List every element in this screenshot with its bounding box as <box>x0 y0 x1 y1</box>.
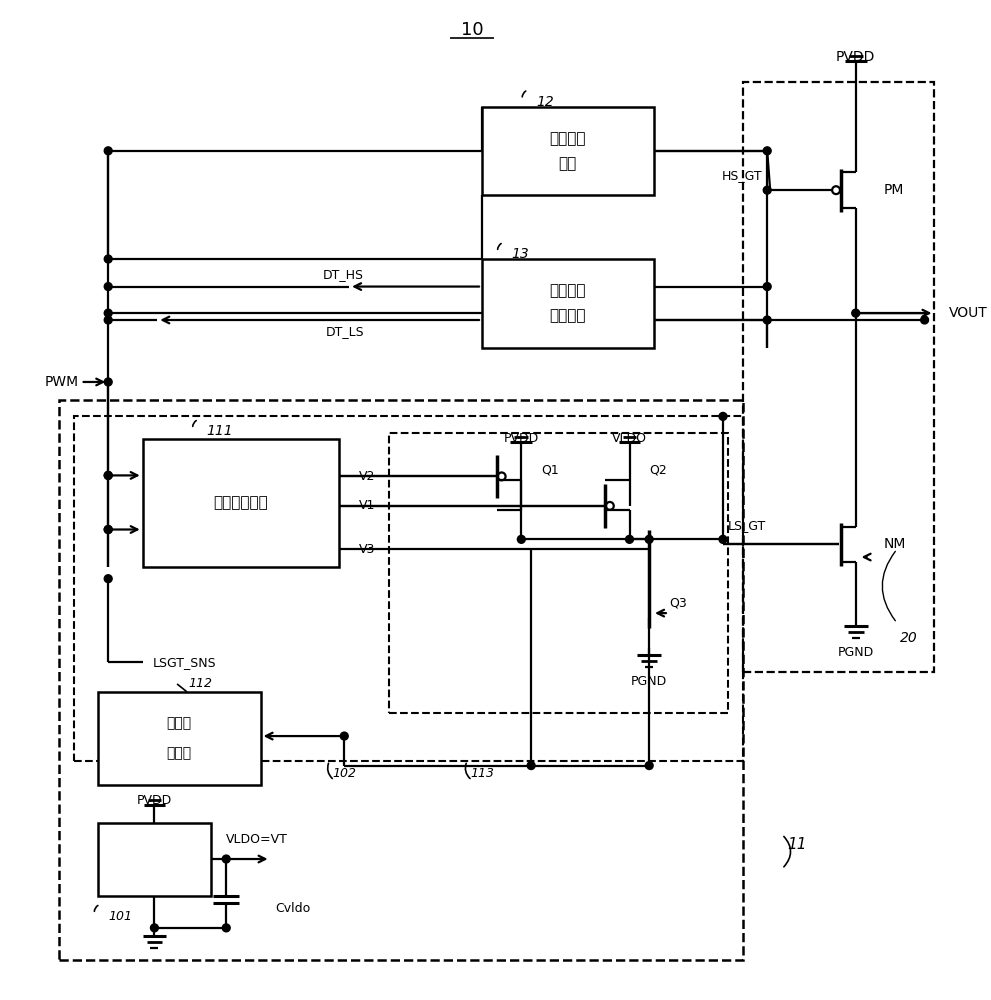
Circle shape <box>104 283 112 290</box>
Circle shape <box>517 535 525 543</box>
Circle shape <box>151 924 159 932</box>
Bar <box>73 416 742 761</box>
Text: PVDD: PVDD <box>503 432 539 445</box>
Bar <box>98 823 211 896</box>
Circle shape <box>852 309 859 317</box>
Circle shape <box>222 924 230 932</box>
Circle shape <box>104 378 112 386</box>
Text: Q1: Q1 <box>541 464 559 477</box>
Text: PWM: PWM <box>45 375 78 389</box>
Circle shape <box>719 535 726 543</box>
Circle shape <box>222 855 230 863</box>
Text: PM: PM <box>883 183 904 197</box>
Text: 死区时间: 死区时间 <box>549 283 586 298</box>
Text: 111: 111 <box>206 424 233 438</box>
Text: DT_LS: DT_LS <box>325 325 364 338</box>
Circle shape <box>104 309 112 317</box>
Text: PVDD: PVDD <box>137 794 172 807</box>
Text: 101: 101 <box>108 910 132 923</box>
Circle shape <box>104 255 112 263</box>
Circle shape <box>763 186 771 194</box>
Text: DT_HS: DT_HS <box>323 268 364 281</box>
Circle shape <box>527 762 535 770</box>
Circle shape <box>104 316 112 324</box>
Text: 第二驱动: 第二驱动 <box>549 132 586 147</box>
Text: V1: V1 <box>359 499 376 512</box>
Text: VOUT: VOUT <box>949 306 988 320</box>
Text: Q2: Q2 <box>649 464 667 477</box>
Circle shape <box>104 526 112 533</box>
Circle shape <box>763 283 771 290</box>
Text: PVDD: PVDD <box>836 50 875 64</box>
Circle shape <box>645 762 653 770</box>
Text: HS_GT: HS_GT <box>721 169 762 182</box>
Text: VLDO=VT: VLDO=VT <box>226 833 288 846</box>
Bar <box>742 82 935 672</box>
Text: PGND: PGND <box>631 675 667 688</box>
Text: 控制模块: 控制模块 <box>549 309 586 324</box>
Circle shape <box>104 471 112 479</box>
Text: 113: 113 <box>470 767 494 780</box>
Circle shape <box>645 535 653 543</box>
Text: Cvldo: Cvldo <box>275 902 310 915</box>
Text: 12: 12 <box>536 95 554 109</box>
Text: 112: 112 <box>189 677 213 690</box>
Text: 10: 10 <box>461 21 484 39</box>
Circle shape <box>625 535 633 543</box>
Text: 13: 13 <box>511 247 529 261</box>
Text: 电压检: 电压检 <box>166 716 191 730</box>
Circle shape <box>719 412 726 420</box>
Circle shape <box>104 526 112 533</box>
Text: VLDO: VLDO <box>612 432 647 445</box>
Text: 电压控制模块: 电压控制模块 <box>214 495 269 510</box>
Bar <box>98 692 261 785</box>
Bar <box>388 433 727 713</box>
Bar <box>143 439 339 567</box>
Text: PGND: PGND <box>837 646 874 659</box>
Circle shape <box>104 575 112 583</box>
Text: 102: 102 <box>332 767 356 780</box>
Circle shape <box>104 471 112 479</box>
Text: V2: V2 <box>359 470 376 483</box>
Text: 电路: 电路 <box>558 156 577 171</box>
Text: 11: 11 <box>787 837 807 852</box>
Text: 测模块: 测模块 <box>166 746 191 760</box>
Bar <box>59 400 742 960</box>
Circle shape <box>763 147 771 155</box>
Circle shape <box>104 147 112 155</box>
Circle shape <box>763 316 771 324</box>
Text: Q3: Q3 <box>669 597 687 610</box>
Circle shape <box>921 316 929 324</box>
Text: NM: NM <box>883 537 906 551</box>
Bar <box>482 107 654 195</box>
Circle shape <box>340 732 348 740</box>
Text: V3: V3 <box>359 543 376 556</box>
Text: LSGT_SNS: LSGT_SNS <box>153 656 216 669</box>
Bar <box>482 259 654 348</box>
Text: LS_GT: LS_GT <box>727 519 766 532</box>
Text: 20: 20 <box>900 631 918 645</box>
